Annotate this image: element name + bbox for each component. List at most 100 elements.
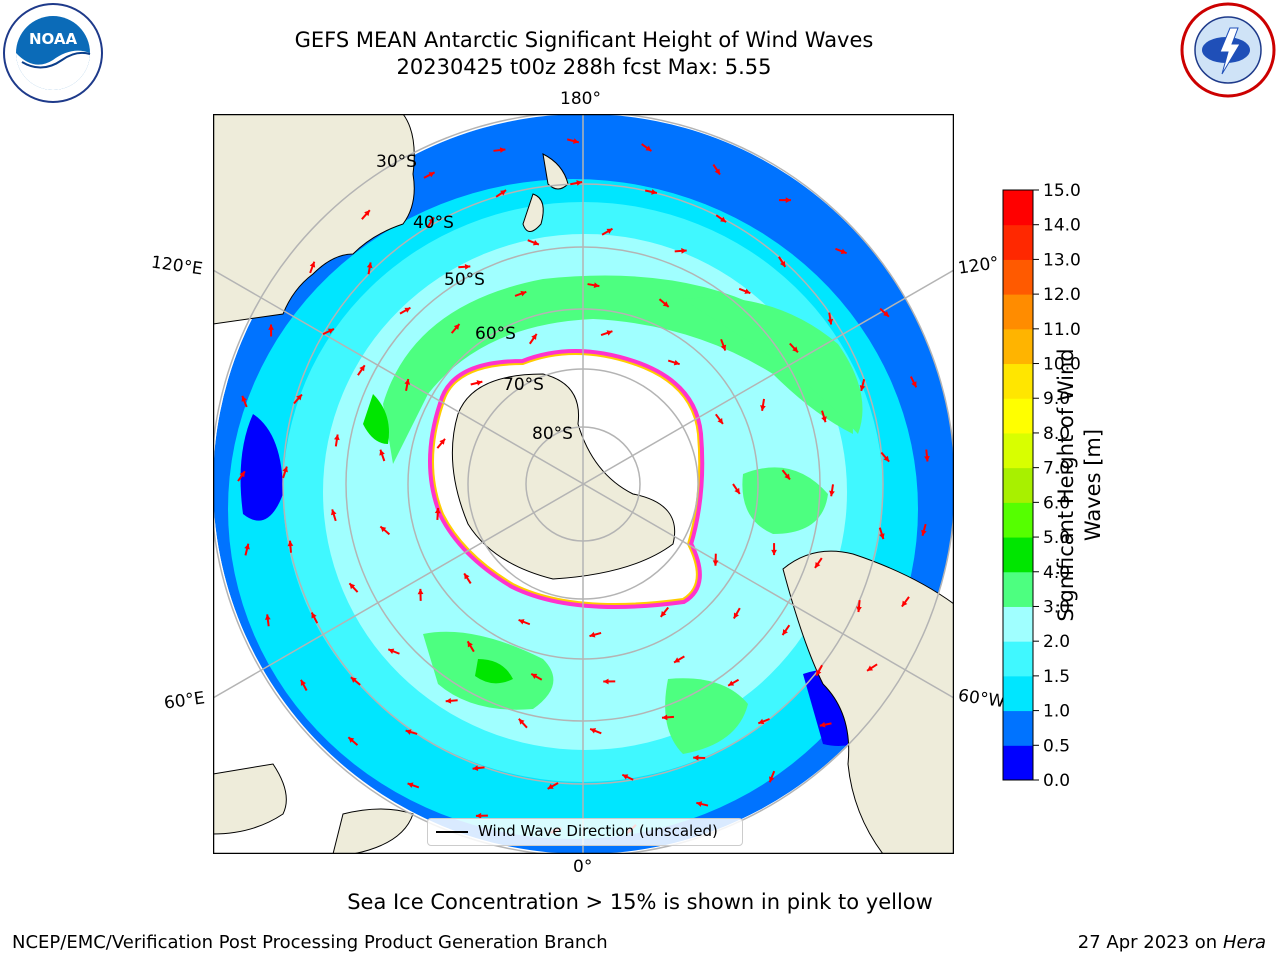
wave-arrow-head	[241, 395, 247, 402]
wave-arrow-head	[590, 728, 597, 734]
colorbar-segment	[1003, 224, 1033, 260]
wave-arrow-head	[758, 718, 765, 725]
colorbar-segment	[1003, 745, 1033, 781]
colorbar: 0.0 0.5 1.0 1.5 2.0 3.0 4.0 5.0 6.0 7.0 8.0 9.0 10.0…	[1002, 181, 1081, 791]
lat-label-80s: 80°S	[532, 424, 573, 444]
wave-arrow-head	[366, 262, 373, 269]
map-legend: Wind Wave Direction (unscaled)	[427, 818, 743, 846]
wave-arrow-head	[911, 381, 917, 388]
wave-arrow-head	[714, 168, 720, 175]
footer-date: 27 Apr 2023 on Hera	[1078, 932, 1266, 953]
wave-arrow-head	[681, 248, 687, 254]
wave-arrow-head	[428, 172, 435, 178]
wave-arrow-head	[453, 324, 460, 330]
colorbar-tick-label: 2.0	[1043, 632, 1070, 652]
wave-arrow-head	[780, 260, 786, 267]
wave-arrow-head	[733, 612, 739, 619]
colorbar-tick-label: 15.0	[1043, 181, 1081, 201]
wave-arrow-head	[407, 782, 414, 788]
wave-arrow-head	[518, 718, 525, 725]
wave-arrow-head	[867, 665, 874, 671]
footer-date-text: 27 Apr 2023 on	[1077, 932, 1218, 953]
wave-direction-arrows	[237, 138, 930, 834]
colorbar-tick-label: 3.0	[1043, 597, 1070, 617]
wave-arrow-head	[603, 678, 609, 685]
wave-arrow-head	[388, 648, 395, 654]
colorbar-tick-label: 8.0	[1043, 424, 1070, 444]
wave-arrow-head	[734, 487, 740, 494]
wave-arrow-head	[476, 380, 483, 386]
wave-arrow-head	[331, 509, 337, 516]
colorbar-label-line2: Waves [m]	[1081, 428, 1105, 542]
wave-arrow-head	[500, 190, 507, 196]
chart-title: GEFS MEAN Antarctic Significant Height o…	[294, 28, 874, 52]
colorbar-segment	[1003, 259, 1033, 295]
wave-arrow-head	[439, 438, 446, 445]
wave-arrow-head	[785, 197, 791, 203]
wave-arrow-head	[405, 729, 412, 735]
wave-arrow-head	[364, 210, 370, 217]
wave-arrow-head	[771, 549, 777, 556]
wave-arrow-head	[856, 606, 862, 613]
footer-host: Hera	[1222, 932, 1266, 953]
wave-arrow-head	[417, 588, 424, 595]
wave-arrow-head	[921, 529, 927, 536]
wave-arrow-head	[769, 776, 775, 783]
wave-arrow-head	[547, 783, 554, 789]
colorbar-segment	[1003, 675, 1033, 712]
wave-arrow-head	[499, 147, 506, 153]
wave-arrow-head	[662, 301, 669, 307]
wave-arrow-head	[531, 673, 538, 679]
colorbar-segment	[1003, 190, 1033, 226]
wave-arrow-head	[821, 416, 827, 423]
nws-logo	[1180, 2, 1276, 98]
wave-arrow-head	[428, 217, 434, 224]
wave-arrow-head	[359, 365, 365, 372]
wave-arrow-head	[520, 290, 527, 297]
wave-arrow-head	[673, 359, 680, 366]
wave-arrow-head	[744, 288, 751, 294]
colorbar-segment	[1003, 467, 1033, 503]
wave-arrow-head	[348, 737, 355, 743]
colorbar-segment	[1003, 398, 1033, 434]
lat-label-50s: 50°S	[444, 270, 485, 290]
lon-label-60e: 60°E	[162, 688, 207, 714]
legend-label: Wind Wave Direction (unscaled)	[478, 822, 718, 840]
wave-arrow-head	[467, 641, 473, 648]
colorbar-tick-label: 1.5	[1043, 667, 1070, 687]
colorbar-tick-label: 14.0	[1043, 216, 1081, 236]
wave-arrow-head	[287, 540, 294, 547]
wave-arrow-head	[829, 490, 835, 497]
wave-arrow-head	[576, 180, 583, 186]
land-masses	[212, 113, 955, 855]
noaa-logo: NOAA	[3, 3, 103, 103]
colorbar-tick-label: 0.5	[1043, 736, 1070, 756]
wave-arrow-head	[660, 610, 667, 617]
wave-arrow-head	[589, 631, 596, 638]
wave-arrow-head	[434, 507, 441, 514]
colorbar-label-line1: Significant Height of Wind	[1054, 348, 1078, 622]
colorbar-segment	[1003, 606, 1033, 642]
colorbar-tick-label: 4.0	[1043, 563, 1070, 583]
wave-arrow-head	[379, 449, 385, 456]
wave-arrow-head	[859, 385, 866, 391]
wave-arrow-head	[782, 629, 788, 636]
colorbar-segment	[1003, 363, 1033, 399]
colorbar-tick-label: 6.0	[1043, 493, 1070, 513]
wave-arrow-head	[531, 333, 537, 340]
wave-arrow-head	[296, 394, 302, 401]
lon-label-120e: 120°E	[149, 252, 204, 280]
wave-arrow-head	[464, 263, 471, 270]
wave-arrow-head	[784, 473, 790, 480]
wave-arrow-head	[572, 138, 579, 144]
wave-arrow-head	[651, 189, 657, 195]
colorbar-segment	[1003, 328, 1033, 365]
wave-arrow-head	[445, 697, 452, 704]
wave-arrow-head	[239, 471, 245, 478]
wave-arrow-head	[464, 573, 470, 580]
lat-label-70s: 70°S	[503, 375, 544, 395]
colorbar-tick-label: 7.0	[1043, 459, 1070, 479]
wave-arrow-head	[840, 248, 847, 254]
legend-line-swatch	[436, 831, 468, 833]
wave-arrow-head	[518, 619, 525, 625]
